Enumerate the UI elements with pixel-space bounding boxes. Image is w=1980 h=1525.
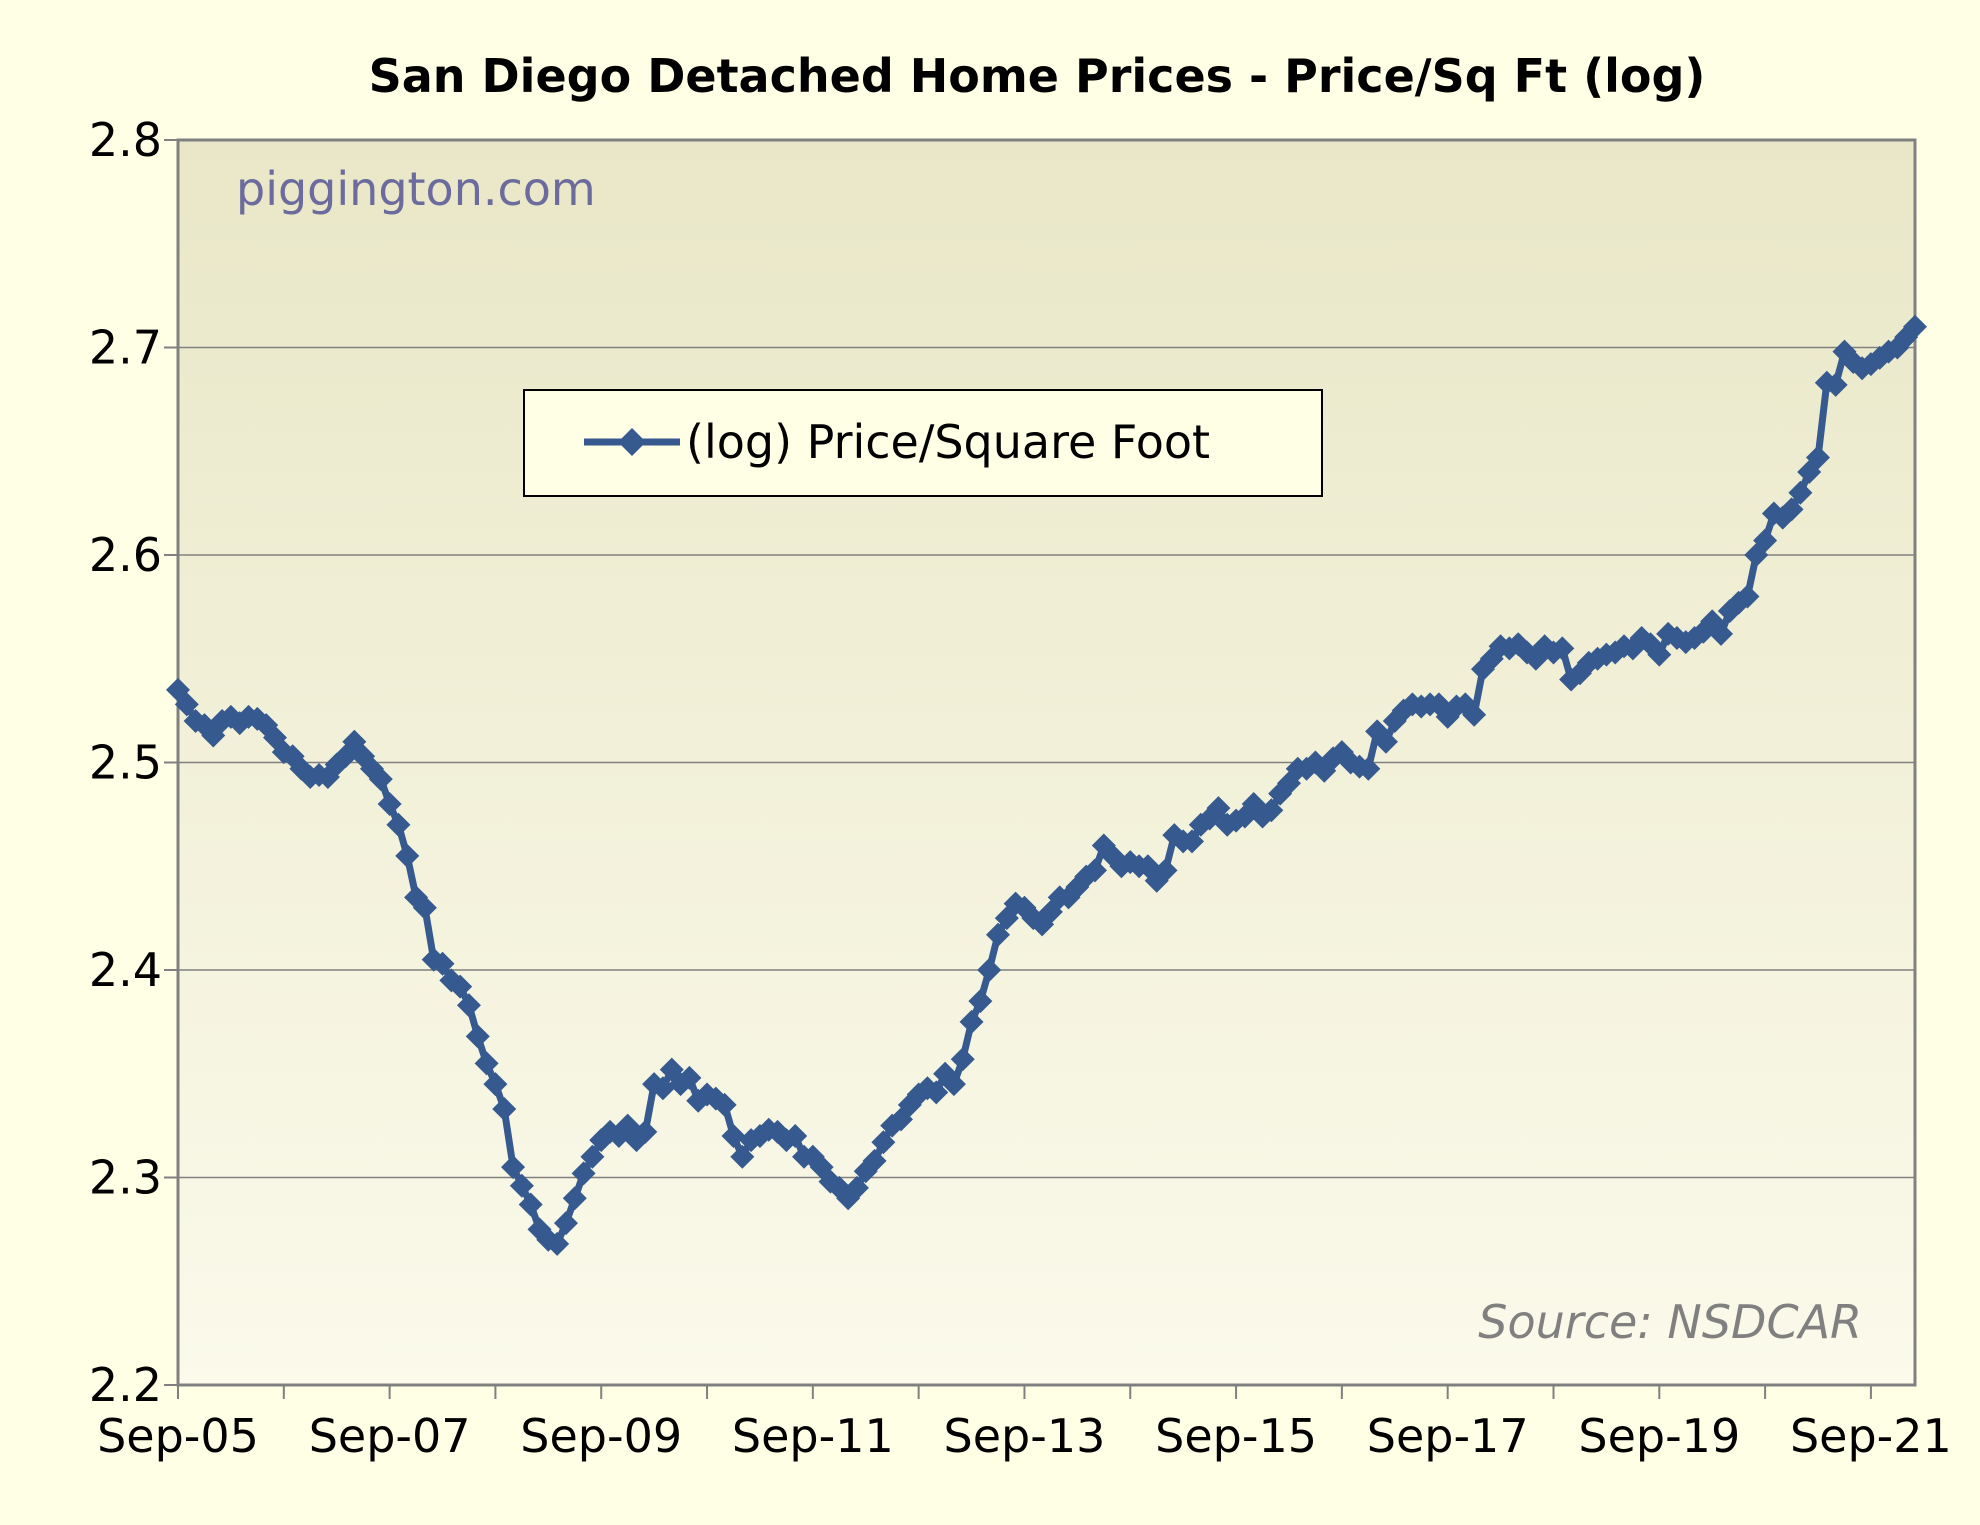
data-point [677,1065,702,1090]
y-tick-label: 2.7 [89,321,162,375]
data-point [483,1072,508,1097]
data-point [1709,621,1734,646]
data-point [1153,858,1178,883]
y-tick-label: 2.6 [89,528,162,582]
y-tick-label: 2.4 [89,943,162,997]
data-point [730,1144,755,1169]
series-layer [166,314,1927,1256]
data-point [1753,528,1778,553]
data-point [174,692,199,717]
data-point [509,1173,534,1198]
x-axis: Sep-05 Sep-07 Sep-09 Sep-11 Sep-13 Sep-15 Sep-… [97,1385,1952,1463]
data-point [412,895,437,920]
data-point [571,1161,596,1186]
data-point [1179,829,1204,854]
data-point [1003,891,1028,916]
data-point [1823,372,1848,397]
data-point [959,1009,984,1034]
data-point [1356,756,1381,781]
x-tick-label: Sep-09 [520,1409,682,1463]
data-point [1770,505,1795,530]
data-point [871,1130,896,1155]
legend: (log) Price/Square Foot [523,389,1323,497]
data-point [1462,702,1487,727]
data-point [1206,796,1231,821]
data-point [368,767,393,792]
x-tick-label: Sep-07 [309,1409,471,1463]
data-point [950,1047,975,1072]
data-point [968,989,993,1014]
y-axis: 2.2 2.3 2.4 2.5 2.6 2.7 2.8 [89,113,178,1412]
data-point [580,1144,605,1169]
data-point [386,812,411,837]
data-point [465,1024,490,1049]
data-point [844,1175,869,1200]
data-point [545,1231,570,1256]
data-point [377,792,402,816]
y-tick-label: 2.2 [89,1358,162,1412]
x-tick-label: Sep-13 [944,1409,1106,1463]
data-point [1647,642,1672,667]
source-note: Source: NSDCAR [1478,1295,1862,1349]
x-tick-label: Sep-15 [1155,1409,1317,1463]
data-point [518,1192,543,1217]
legend-label: (log) Price/Square Foot [686,415,1210,469]
y-tick-label: 2.5 [89,736,162,790]
x-tick-label: Sep-17 [1367,1409,1529,1463]
data-point [448,974,473,999]
chart-title: San Diego Detached Home Prices - Price/S… [369,49,1706,103]
data-point [1259,798,1284,823]
watermark-text: piggington.com [236,162,596,216]
data-point [633,1119,658,1144]
data-point [862,1148,887,1173]
x-tick-label: Sep-11 [732,1409,894,1463]
data-point [977,958,1002,982]
y-tick-label: 2.3 [89,1151,162,1205]
x-tick-label: Sep-21 [1790,1409,1952,1463]
data-point [986,922,1011,947]
data-point [501,1155,526,1180]
data-point [783,1124,808,1148]
data-point [474,1051,499,1076]
gridlines [178,346,1915,1179]
data-point [456,993,481,1018]
data-point [650,1076,675,1101]
legend-swatch-marker [618,428,646,456]
data-point [1735,584,1760,609]
data-point [1550,636,1575,661]
data-point [562,1186,587,1211]
data-point [941,1072,966,1097]
data-point [1806,445,1831,470]
data-point [1082,858,1107,883]
data-point [492,1097,517,1122]
x-tick-label: Sep-05 [97,1409,259,1463]
data-point [924,1080,949,1105]
x-tick-label: Sep-19 [1578,1409,1740,1463]
data-point [395,843,420,868]
data-point [1788,480,1813,505]
data-point [721,1124,746,1148]
data-point [553,1211,578,1236]
data-point [712,1092,737,1117]
data-point [1903,314,1927,339]
data-point [430,951,455,976]
data-point [1779,497,1804,522]
y-tick-label: 2.8 [89,113,162,167]
data-point [1373,729,1398,754]
